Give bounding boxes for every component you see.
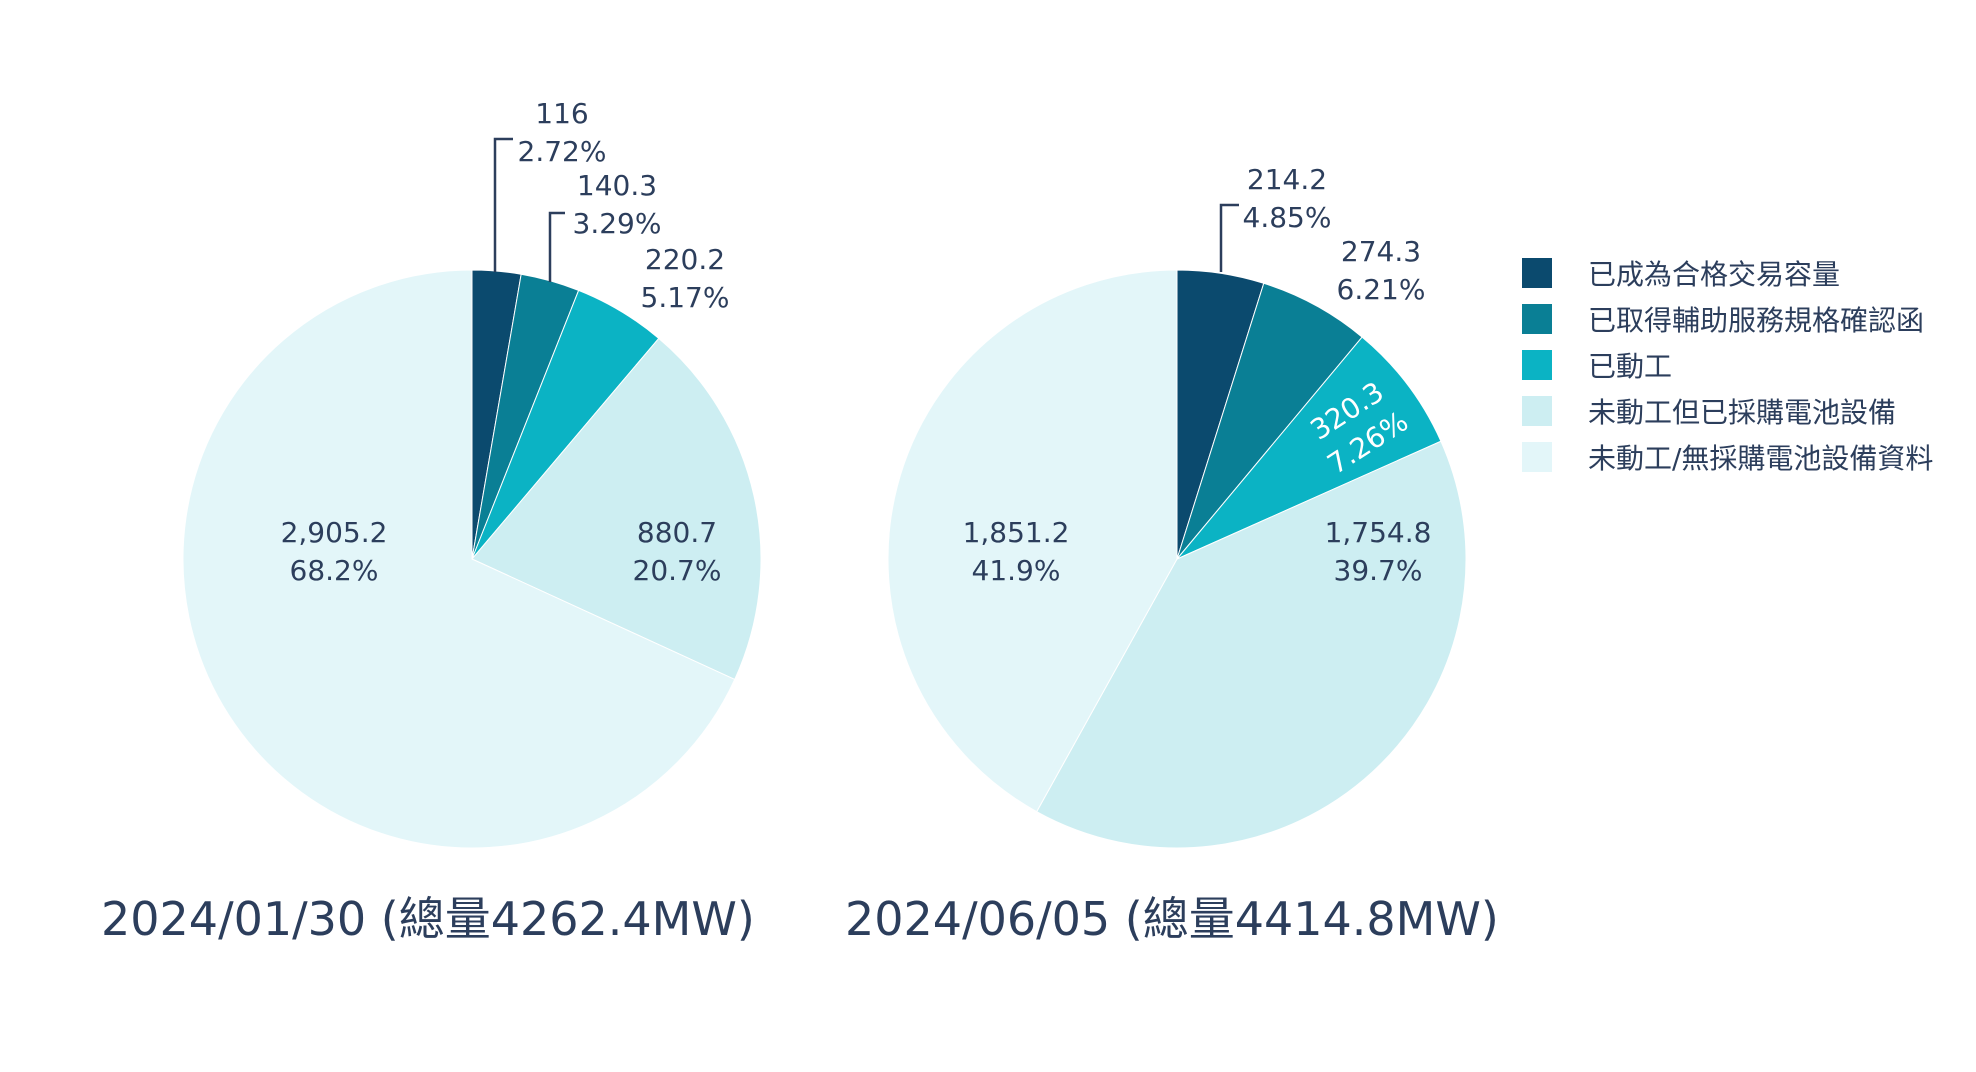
chart-title: 2024/01/30 (總量4262.4MW) (101, 892, 755, 946)
data-label: 2,905.2 68.2% (281, 516, 388, 587)
pie-slice (471, 337, 762, 681)
legend-item: 已動工 (1522, 342, 1933, 388)
chart-title: 2024/06/05 (總量4414.8MW) (845, 892, 1499, 946)
legend-item: 已取得輔助服務規格確認函 (1522, 296, 1933, 342)
leader-line (1219, 203, 1239, 272)
pie-slice (887, 269, 1178, 813)
pie-slice (182, 269, 736, 849)
legend-label: 已取得輔助服務規格確認函 (1588, 304, 1925, 337)
legend-item: 未動工但已採購電池設備 (1522, 388, 1933, 434)
legend-label: 未動工/無採購電池設備資料 (1588, 442, 1934, 475)
legend-swatch (1522, 304, 1552, 334)
legend-label: 已動工 (1588, 350, 1673, 383)
pie-slice (1036, 440, 1467, 849)
legend-swatch (1522, 350, 1552, 380)
data-label: 880.7 20.7% (633, 516, 722, 587)
legend-label: 未動工但已採購電池設備 (1588, 396, 1897, 429)
leader-line (548, 211, 565, 282)
legend-item: 已成為合格交易容量 (1522, 250, 1933, 296)
data-label: 140.3 3.29% (573, 169, 662, 240)
data-label: 214.2 4.85% (1243, 163, 1332, 234)
data-label: 1,851.2 41.9% (963, 516, 1070, 587)
legend-label: 已成為合格交易容量 (1588, 258, 1841, 291)
legend: 已成為合格交易容量 已取得輔助服務規格確認函 已動工 未動工但已採購電池設備 未… (1522, 250, 1933, 480)
legend-swatch (1522, 258, 1552, 288)
data-label: 1,754.8 39.7% (1325, 516, 1432, 587)
legend-swatch (1522, 396, 1552, 426)
data-label: 274.3 6.21% (1337, 235, 1426, 306)
data-label: 220.2 5.17% (641, 243, 730, 314)
legend-item: 未動工/無採購電池設備資料 (1522, 434, 1933, 480)
pie-slice (1176, 336, 1442, 560)
legend-swatch (1522, 442, 1552, 472)
data-label: 116 2.72% (518, 97, 607, 168)
leader-line (493, 137, 513, 272)
